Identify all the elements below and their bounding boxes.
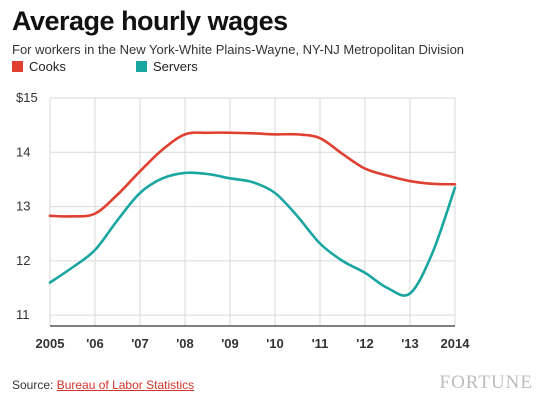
x-tick-label: '13: [401, 336, 419, 351]
series-layer: [48, 131, 457, 297]
source-note: Source: Bureau of Labor Statistics: [12, 378, 194, 392]
legend-swatch-servers: [136, 61, 147, 72]
y-tick-label: 11: [16, 307, 30, 322]
y-tick-label: $15: [16, 90, 38, 105]
chart-legend: Cooks Servers: [12, 59, 312, 77]
y-tick-label: 14: [16, 144, 30, 159]
legend-label-cooks: Cooks: [29, 59, 66, 74]
legend-item-cooks: Cooks: [12, 59, 66, 74]
fortune-logo: FORTUNE: [439, 372, 533, 393]
x-tick-label: '08: [176, 336, 194, 351]
chart-subtitle: For workers in the New York-White Plains…: [12, 42, 465, 57]
x-tick-label: '10: [266, 336, 284, 351]
grid-layer: [49, 97, 456, 326]
legend-item-servers: Servers: [136, 59, 198, 74]
chart-title: Average hourly wages: [12, 6, 288, 36]
legend-label-servers: Servers: [153, 59, 198, 74]
series-line-servers: [48, 171, 457, 297]
x-tick-label: 2014: [441, 336, 471, 351]
x-tick-label: '07: [131, 336, 149, 351]
y-tick-label: 13: [16, 199, 30, 214]
source-link[interactable]: Bureau of Labor Statistics: [56, 378, 195, 392]
legend-swatch-cooks: [12, 61, 23, 72]
series-line-cooks: [48, 131, 457, 218]
source-label: Source:: [12, 378, 54, 392]
x-tick-label: 2005: [36, 336, 65, 351]
x-tick-label: '09: [221, 336, 239, 351]
y-tick-label: 12: [16, 253, 30, 268]
x-tick-label: '11: [312, 336, 329, 351]
tick-label-layer: $15 14 13 12 11 2005 '06 '07 '08 '09 '10 '11 '12 '13 2…: [16, 90, 470, 351]
x-tick-label: '12: [356, 336, 374, 351]
x-tick-label: '06: [86, 336, 104, 351]
